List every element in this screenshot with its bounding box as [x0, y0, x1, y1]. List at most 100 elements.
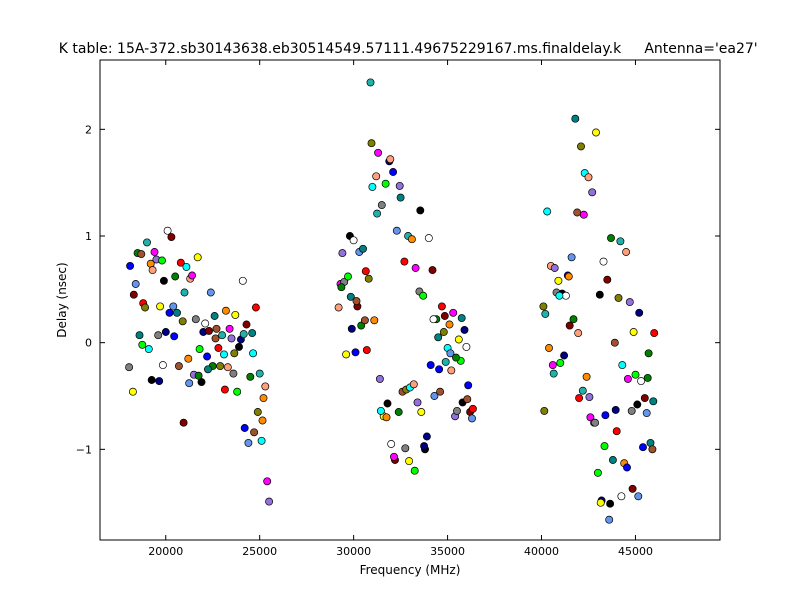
data-point — [193, 253, 202, 262]
data-point — [634, 492, 643, 501]
data-point — [416, 206, 425, 215]
data-point — [174, 362, 183, 371]
data-point — [375, 374, 384, 383]
data-point — [623, 463, 631, 472]
data-point — [439, 328, 448, 336]
data-point — [360, 316, 369, 325]
data-point — [545, 344, 553, 352]
data-point — [178, 317, 187, 326]
data-point — [596, 498, 605, 507]
data-point — [248, 329, 257, 338]
data-point — [167, 233, 176, 242]
data-point — [250, 428, 259, 437]
data-point — [586, 413, 595, 422]
data-point — [218, 331, 227, 340]
data-point — [173, 308, 181, 317]
data-point — [628, 484, 637, 493]
data-point — [625, 298, 634, 307]
x-tick-label: 20000 — [148, 545, 183, 558]
data-point — [161, 328, 170, 336]
data-point — [389, 168, 398, 176]
data-point — [210, 312, 219, 320]
data-point — [447, 366, 456, 375]
data-point — [386, 155, 395, 164]
data-point — [147, 376, 156, 384]
y-tick-label: 0 — [85, 337, 92, 350]
data-point — [616, 237, 625, 246]
data-point — [426, 361, 435, 370]
data-point — [541, 309, 550, 318]
data-point — [556, 358, 565, 367]
data-point — [395, 181, 404, 190]
data-point — [230, 349, 239, 358]
data-point — [212, 324, 221, 333]
data-point — [220, 385, 229, 394]
x-tick-label: 40000 — [524, 545, 559, 558]
data-point — [261, 382, 270, 391]
data-point — [614, 293, 623, 302]
data-point — [258, 416, 267, 425]
data-point — [188, 271, 197, 280]
data-point — [137, 250, 146, 259]
plot-frame — [99, 59, 721, 541]
data-point — [374, 148, 383, 157]
data-point — [150, 248, 159, 256]
data-point — [246, 372, 255, 381]
data-point — [592, 128, 600, 137]
data-point — [629, 328, 638, 336]
data-point — [344, 272, 352, 281]
data-point — [564, 272, 573, 281]
data-point — [468, 404, 477, 413]
data-point — [372, 172, 381, 181]
x-tick-label: 30000 — [336, 545, 371, 558]
data-point — [601, 411, 610, 420]
points-layer — [125, 78, 659, 524]
data-point — [159, 276, 168, 285]
data-point — [445, 320, 454, 329]
data-point — [235, 342, 243, 351]
data-point — [400, 257, 409, 266]
data-point — [352, 297, 361, 306]
data-point — [244, 438, 253, 447]
data-point — [251, 303, 260, 312]
data-point — [227, 334, 236, 343]
data-point — [643, 373, 652, 382]
data-point — [648, 445, 657, 454]
data-point — [543, 207, 552, 216]
data-point — [338, 249, 347, 258]
data-point — [460, 325, 469, 334]
data-point — [255, 369, 264, 378]
data-point — [148, 266, 157, 275]
data-point — [569, 315, 578, 324]
data-point — [573, 208, 582, 217]
data-point — [263, 477, 272, 486]
y-tick-label: 1 — [85, 230, 92, 243]
data-point — [574, 329, 583, 338]
data-point — [452, 353, 460, 362]
ticks-layer: 20000 25000 30000 35000 40000 45000 −1 0 1 2 — [76, 60, 720, 558]
data-point — [158, 361, 167, 370]
data-point — [618, 361, 627, 370]
data-point — [622, 248, 631, 256]
data-point — [420, 442, 429, 451]
data-point — [221, 306, 230, 315]
data-point — [216, 362, 225, 371]
data-point — [428, 266, 437, 275]
data-point — [387, 440, 396, 448]
data-point — [377, 201, 386, 210]
data-point — [201, 319, 210, 328]
data-point — [405, 457, 414, 466]
data-point — [238, 276, 247, 285]
data-point — [644, 349, 653, 358]
data-point — [259, 394, 268, 403]
data-point — [368, 182, 377, 191]
data-point — [253, 408, 262, 416]
antenna-label: Antenna='ea27' — [644, 41, 757, 57]
data-point — [413, 398, 422, 407]
data-point — [548, 361, 557, 370]
data-point — [205, 326, 213, 335]
data-point — [257, 436, 266, 445]
data-point — [366, 78, 375, 87]
data-point — [649, 397, 658, 406]
data-point — [578, 386, 587, 395]
